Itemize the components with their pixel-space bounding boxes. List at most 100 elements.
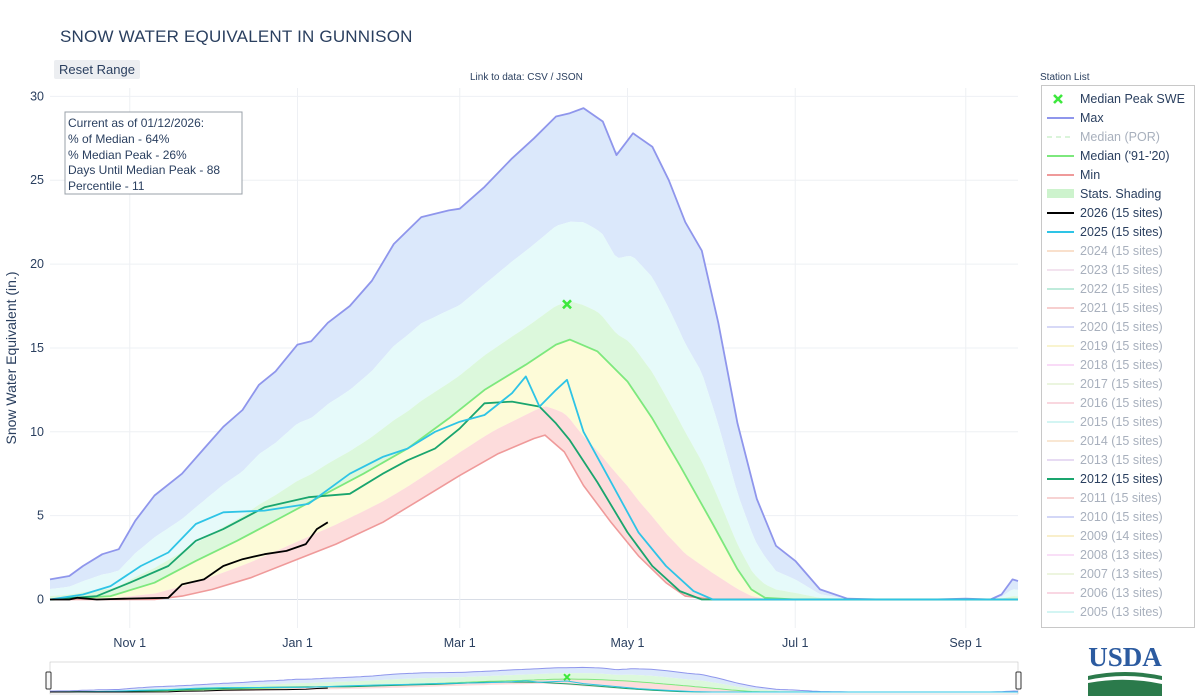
rs-band <box>50 679 1018 692</box>
legend-label: Median (POR) <box>1080 129 1160 144</box>
reset-range-button[interactable]: Reset Range <box>54 60 140 79</box>
legend-item[interactable]: 2025 (15 sites) <box>1042 222 1194 241</box>
legend-item[interactable]: 2015 (15 sites) <box>1042 412 1194 431</box>
legend-item[interactable]: Median (POR) <box>1042 127 1194 146</box>
legend-label: 2025 (15 sites) <box>1080 224 1163 239</box>
legend-item[interactable]: Min <box>1042 165 1194 184</box>
series-median-9120 <box>49 338 1018 601</box>
range-slider[interactable] <box>45 661 1022 695</box>
legend-item[interactable]: Stats. Shading <box>1042 184 1194 203</box>
legend-label: 2007 (13 sites) <box>1080 566 1163 581</box>
band-90-max <box>50 108 1018 600</box>
legend-item[interactable]: 2009 (14 sites) <box>1042 526 1194 545</box>
x-tick-label: Nov 1 <box>113 636 146 650</box>
band-30-median <box>50 339 1018 600</box>
legend-item[interactable]: 2011 (15 sites) <box>1042 488 1194 507</box>
range-slider-preview <box>49 666 1019 693</box>
chart-title: SNOW WATER EQUIVALENT IN GUNNISON <box>60 27 413 46</box>
x-tick-label: Sep 1 <box>949 636 982 650</box>
range-handle-right[interactable] <box>1015 671 1022 690</box>
stat-bands <box>50 108 1018 600</box>
legend-item[interactable]: 2026 (15 sites) <box>1042 203 1194 222</box>
series-lines <box>49 107 1019 601</box>
legend-label: 2010 (15 sites) <box>1080 509 1163 524</box>
legend-item[interactable]: 2022 (15 sites) <box>1042 279 1194 298</box>
legend-item[interactable]: 2012 (15 sites) <box>1042 469 1194 488</box>
y-axis-label: Snow Water Equivalent (in.) <box>3 272 19 445</box>
legend-item[interactable]: 2005 (13 sites) <box>1042 602 1194 621</box>
legend-item[interactable]: 2019 (15 sites) <box>1042 336 1194 355</box>
legend-item[interactable]: 2008 (13 sites) <box>1042 545 1194 564</box>
legend-item[interactable]: 2016 (15 sites) <box>1042 393 1194 412</box>
legend-item[interactable]: 2014 (15 sites) <box>1042 431 1194 450</box>
legend-swatch <box>1047 155 1074 157</box>
legend-item[interactable]: Median Peak SWE <box>1042 89 1194 108</box>
legend-item[interactable]: 2024 (15 sites) <box>1042 241 1194 260</box>
status-line: Percentile - 11 <box>68 179 145 193</box>
legend-swatch <box>1047 269 1074 271</box>
band-median-70 <box>50 301 1018 600</box>
legend-item[interactable]: 2007 (13 sites) <box>1042 564 1194 583</box>
x-axis-ticks: Nov 1 Jan 1 Mar 1 May 1 Jul 1 Sep 1 <box>113 636 982 650</box>
legend-label: 2017 (15 sites) <box>1080 376 1163 391</box>
legend-item[interactable]: 2018 (15 sites) <box>1042 355 1194 374</box>
legend-swatch <box>1047 136 1074 138</box>
legend-swatch <box>1047 611 1074 613</box>
legend-swatch <box>1047 174 1074 176</box>
legend-label: 2009 (14 sites) <box>1080 528 1163 543</box>
x-tick-label: May 1 <box>610 636 644 650</box>
legend-item[interactable]: 2020 (15 sites) <box>1042 317 1194 336</box>
legend-swatch <box>1047 440 1074 442</box>
status-line: % of Median - 64% <box>68 132 170 146</box>
rs-series-line <box>50 687 328 693</box>
legend-label: 2020 (15 sites) <box>1080 319 1163 334</box>
legend-swatch <box>1047 189 1074 198</box>
legend-label: 2018 (15 sites) <box>1080 357 1163 372</box>
usda-logo-text: USDA <box>1088 642 1162 672</box>
y-tick-label: 15 <box>30 341 44 355</box>
rs-band <box>50 667 1018 692</box>
legend-item[interactable]: Max <box>1042 108 1194 127</box>
legend-label: 2024 (15 sites) <box>1080 243 1163 258</box>
legend-label: 2014 (15 sites) <box>1080 433 1163 448</box>
x-tick-label: Jan 1 <box>282 636 313 650</box>
legend-label: 2006 (13 sites) <box>1080 585 1163 600</box>
legend-item[interactable]: Median ('91-'20) <box>1042 146 1194 165</box>
series-2026 <box>50 521 329 601</box>
legend-item[interactable]: 2013 (15 sites) <box>1042 450 1194 469</box>
legend-swatch <box>1047 212 1074 214</box>
legend-item[interactable]: 2023 (15 sites) <box>1042 260 1194 279</box>
x-tick-label: Jul 1 <box>782 636 808 650</box>
data-link[interactable]: Link to data: CSV / JSON <box>470 72 583 83</box>
legend-label: Median Peak SWE <box>1080 91 1185 106</box>
legend-label: 2026 (15 sites) <box>1080 205 1163 220</box>
y-tick-label: 30 <box>30 89 44 103</box>
legend-item[interactable]: 2010 (15 sites) <box>1042 507 1194 526</box>
legend-swatch <box>1047 402 1074 404</box>
legend-item[interactable]: 2021 (15 sites) <box>1042 298 1194 317</box>
legend-swatch <box>1047 516 1074 518</box>
legend-label: Max <box>1080 110 1104 125</box>
legend-item[interactable]: 2006 (13 sites) <box>1042 583 1194 602</box>
status-line: Current as of 01/12/2026: <box>68 116 204 130</box>
legend-swatch <box>1047 421 1074 423</box>
legend[interactable]: Median Peak SWE Max Median (POR) Median ('9… <box>1041 85 1195 628</box>
legend-label: 2016 (15 sites) <box>1080 395 1163 410</box>
band-70-90 <box>50 221 1018 600</box>
legend-swatch <box>1047 288 1074 290</box>
y-tick-label: 0 <box>37 592 44 606</box>
legend-swatch <box>1053 94 1063 104</box>
band-min-30 <box>50 406 1018 600</box>
series-2012 <box>49 400 1018 601</box>
legend-item[interactable]: 2017 (15 sites) <box>1042 374 1194 393</box>
median-peak-marker <box>562 299 572 310</box>
legend-label: 2022 (15 sites) <box>1080 281 1163 296</box>
range-handle-left[interactable] <box>45 671 52 690</box>
rs-series-line <box>49 680 1018 693</box>
y-tick-label: 25 <box>30 173 44 187</box>
legend-swatch <box>1047 573 1074 575</box>
legend-swatch <box>1047 345 1074 347</box>
legend-label: Median ('91-'20) <box>1080 148 1170 163</box>
legend-swatch <box>1047 307 1074 309</box>
